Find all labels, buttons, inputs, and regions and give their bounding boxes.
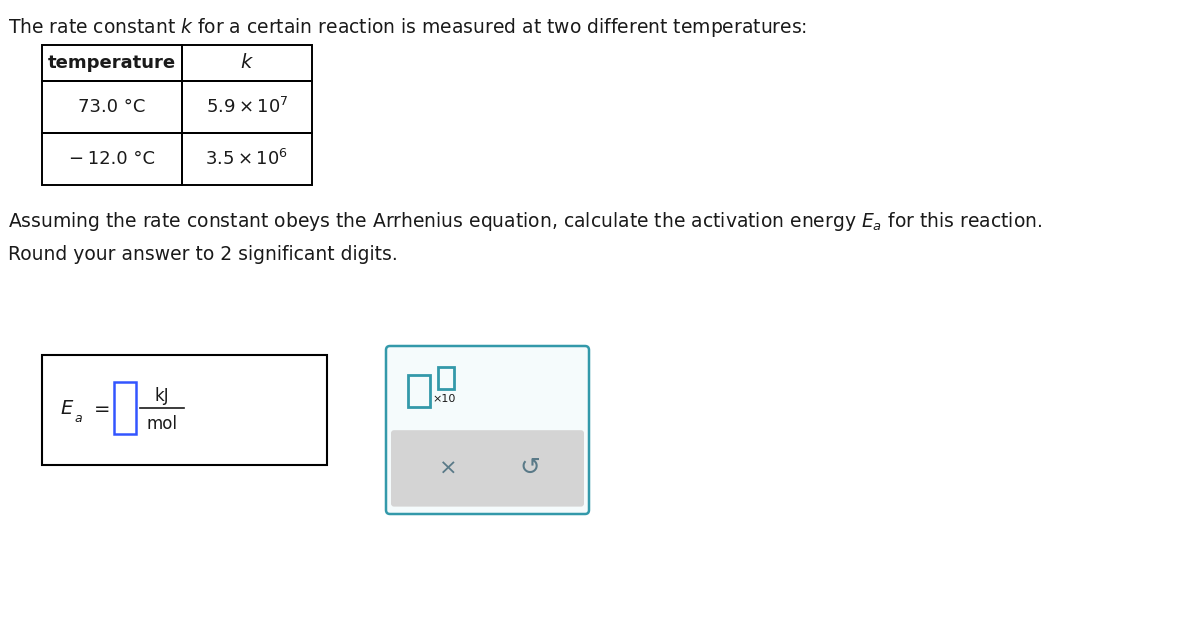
Text: mol: mol [146, 415, 178, 433]
Bar [408, 375, 430, 407]
Text: $5.9 \times 10^7$: $5.9 \times 10^7$ [205, 97, 288, 117]
Text: ×10: ×10 [432, 394, 455, 404]
Text: Assuming the rate constant obeys the Arrhenius equation, calculate the activatio: Assuming the rate constant obeys the Arr… [8, 210, 1043, 233]
FancyBboxPatch shape [391, 430, 584, 506]
Bar [42, 81, 182, 133]
Text: $a$: $a$ [74, 411, 83, 424]
Bar [182, 81, 312, 133]
Bar [42, 355, 326, 465]
Text: Round your answer to 2 significant digits.: Round your answer to 2 significant digit… [8, 245, 397, 264]
Text: ×: × [439, 458, 458, 478]
Text: − 12.0 °C: − 12.0 °C [70, 150, 155, 168]
Text: The rate constant $k$ for a certain reaction is measured at two different temper: The rate constant $k$ for a certain reac… [8, 16, 808, 39]
Bar [114, 382, 136, 434]
Text: $k$: $k$ [240, 53, 254, 73]
FancyBboxPatch shape [386, 346, 589, 514]
Bar [182, 133, 312, 185]
Bar [182, 45, 312, 81]
Bar [438, 367, 454, 389]
Text: kJ: kJ [155, 387, 169, 405]
Text: $3.5 \times 10^6$: $3.5 \times 10^6$ [205, 149, 288, 169]
Bar [42, 133, 182, 185]
Bar [42, 45, 182, 81]
Text: ↺: ↺ [520, 456, 541, 480]
Text: $E$: $E$ [60, 399, 74, 418]
Text: temperature: temperature [48, 54, 176, 72]
Text: $=$: $=$ [90, 399, 110, 418]
Text: 73.0 °C: 73.0 °C [78, 98, 145, 116]
